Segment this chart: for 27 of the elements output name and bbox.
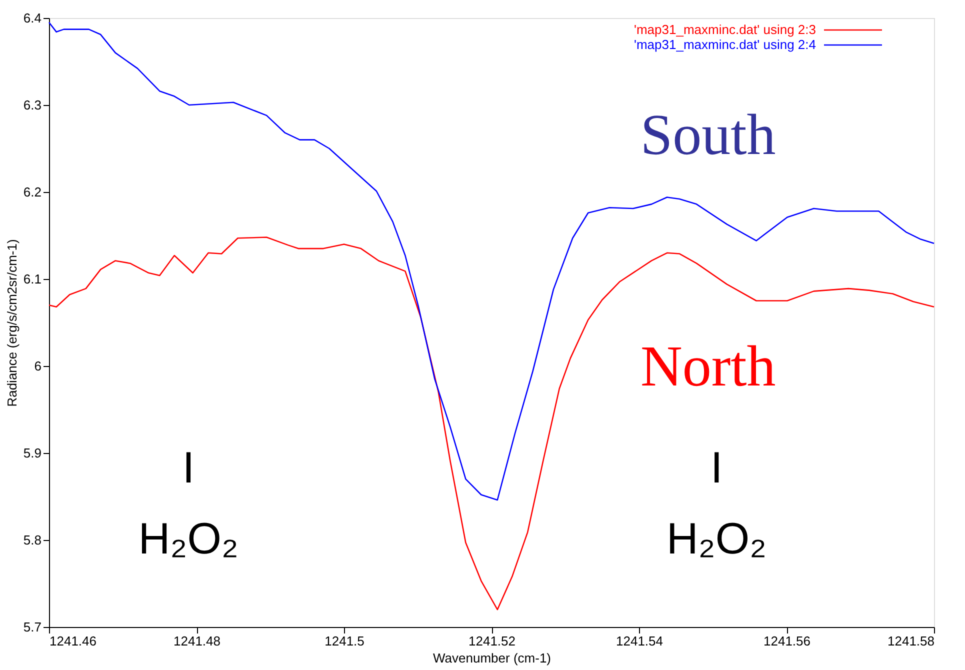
y-tick-label: 6 xyxy=(34,358,42,374)
y-tick-label: 6.4 xyxy=(23,10,42,26)
line-series xyxy=(48,236,935,610)
annotation: H₂O₂ xyxy=(138,514,239,564)
legend-label: 'map31_maxminc.dat' using 2:4 xyxy=(634,37,816,52)
x-tick-label: 1241.5 xyxy=(324,634,364,648)
x-tick-label: 1241.52 xyxy=(468,634,516,648)
y-tick-label: 6.1 xyxy=(23,272,42,286)
y-axis-title: Radiance (erg/s/cm2sr/cm-1) xyxy=(4,239,20,407)
annotation: I xyxy=(710,443,723,492)
line-series xyxy=(48,22,935,501)
y-tick-label: 5.8 xyxy=(23,532,42,548)
y-tick-label: 5.9 xyxy=(23,446,42,460)
annotation: I xyxy=(182,443,195,492)
y-tick-label: 5.7 xyxy=(23,620,42,634)
x-tick-label: 1241.58 xyxy=(888,634,934,648)
x-tick-label: 1241.54 xyxy=(616,634,663,648)
x-tick-label: 1241.56 xyxy=(764,634,810,648)
y-tick-label: 6.2 xyxy=(23,184,42,200)
y-tick-label: 6.3 xyxy=(23,98,42,112)
annotation: South xyxy=(640,102,776,167)
annotation: North xyxy=(640,333,776,398)
x-tick-label: 1241.48 xyxy=(174,634,220,648)
legend-label: 'map31_maxminc.dat' using 2:3 xyxy=(634,22,816,37)
annotation: H₂O₂ xyxy=(666,514,767,564)
x-axis-title: Wavenumber (cm-1) xyxy=(433,650,551,666)
x-tick-label: 1241.46 xyxy=(50,634,96,648)
